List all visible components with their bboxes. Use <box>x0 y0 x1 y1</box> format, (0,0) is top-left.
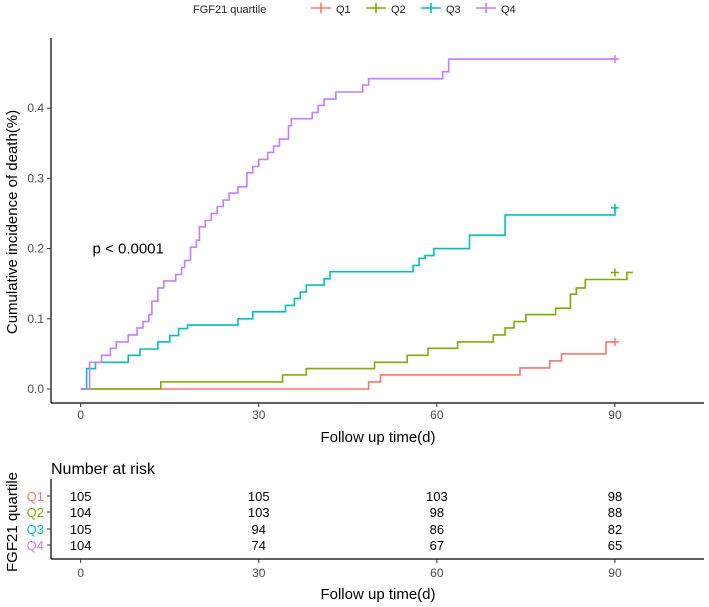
x-axis-title: Follow up time(d) <box>320 429 435 446</box>
plot-area: 0.0 0.1 0.2 0.3 0.4 0 30 60 90 p < 0.0001 Follo… <box>4 38 704 446</box>
curve-q3 <box>80 207 616 390</box>
risk-cell: 65 <box>608 538 622 553</box>
risk-cell: 103 <box>248 505 270 520</box>
risk-x-tick-label: 60 <box>430 566 444 580</box>
legend-label: Q2 <box>391 4 406 16</box>
curve-q1 <box>80 341 615 390</box>
risk-table: Number at risk FGF21 quartile Q1 105 105 10… <box>4 461 704 603</box>
risk-row-label-q1: Q1 <box>27 489 44 504</box>
risk-cell: 86 <box>430 522 444 537</box>
y-axis: 0.0 0.1 0.2 0.3 0.4 <box>27 38 52 403</box>
risk-table-title: Number at risk <box>51 461 156 478</box>
risk-cell: 98 <box>608 489 622 504</box>
risk-cell: 98 <box>430 505 444 520</box>
legend-item-q3: Q3 <box>421 3 461 16</box>
legend-item-q4: Q4 <box>476 3 516 16</box>
y-tick-label: 0.1 <box>27 312 44 326</box>
risk-cell: 105 <box>248 489 270 504</box>
risk-row-label-q3: Q3 <box>27 522 44 537</box>
x-tick-label: 60 <box>430 408 444 422</box>
risk-cell: 103 <box>426 489 448 504</box>
risk-table-y-title: FGF21 quartile <box>4 472 21 572</box>
legend-item-q2: Q2 <box>366 3 406 16</box>
risk-cell: 104 <box>70 538 92 553</box>
censor-mark-q4 <box>610 55 619 64</box>
y-tick-label: 0.4 <box>27 101 44 115</box>
risk-cell: 104 <box>70 505 92 520</box>
x-tick-label: 0 <box>77 408 84 422</box>
risk-cell: 88 <box>608 505 622 520</box>
p-value-annotation: p < 0.0001 <box>93 241 164 258</box>
y-tick-label: 0.3 <box>27 171 44 185</box>
censor-mark-q2 <box>610 268 619 277</box>
risk-x-tick-label: 0 <box>77 566 84 580</box>
curves <box>80 55 633 390</box>
risk-cell: 105 <box>70 522 92 537</box>
legend-label: Q4 <box>501 4 516 16</box>
curve-q2 <box>80 271 633 390</box>
legend-label: Q1 <box>336 4 351 16</box>
legend: FGF21 quartile Q1 Q2 Q3 Q4 <box>193 3 516 16</box>
censor-mark-q3 <box>610 203 619 212</box>
risk-row-label-q2: Q2 <box>27 505 44 520</box>
x-tick-label: 90 <box>608 408 622 422</box>
legend-item-q1: Q1 <box>311 3 351 16</box>
risk-cell: 94 <box>252 522 266 537</box>
risk-cell: 74 <box>252 538 266 553</box>
y-tick-label: 0.2 <box>27 242 44 256</box>
risk-row-label-q4: Q4 <box>27 538 44 553</box>
legend-label: Q3 <box>446 4 461 16</box>
y-tick-label: 0.0 <box>27 382 44 396</box>
risk-cell: 67 <box>430 538 444 553</box>
risk-x-tick-label: 90 <box>608 566 622 580</box>
risk-x-tick-label: 30 <box>252 566 266 580</box>
x-axis: 0 30 60 90 <box>51 402 704 422</box>
legend-title: FGF21 quartile <box>193 4 266 16</box>
y-axis-title: Cumulative incidence of death(%) <box>4 110 21 334</box>
curve-q4 <box>80 58 615 390</box>
risk-cell: 82 <box>608 522 622 537</box>
x-tick-label: 30 <box>252 408 266 422</box>
risk-cell: 105 <box>70 489 92 504</box>
risk-table-x-title: Follow up time(d) <box>320 586 435 603</box>
censor-mark-q1 <box>610 337 619 346</box>
